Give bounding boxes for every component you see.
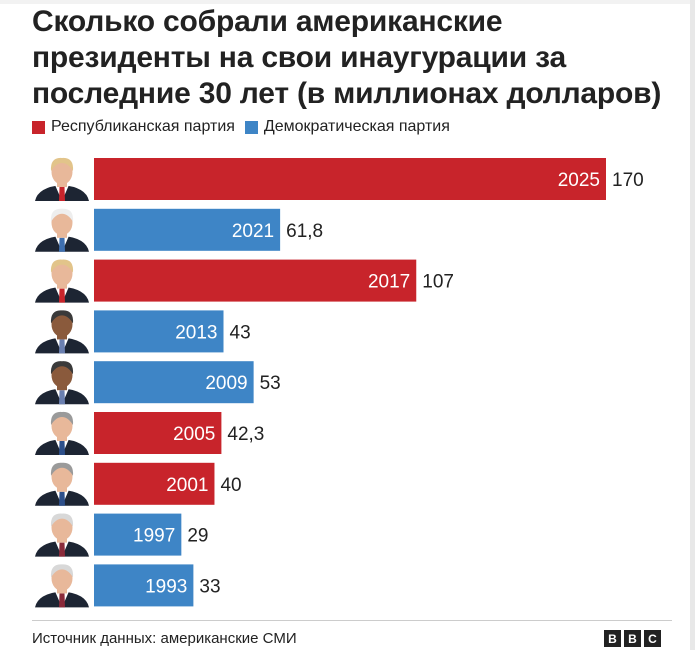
legend-item-democratic: Демократическая партия bbox=[244, 118, 450, 136]
bar-value-label-2017: 107 bbox=[422, 272, 454, 293]
bbc-logo-letter: C bbox=[644, 630, 661, 647]
bbc-logo-letter: B bbox=[604, 630, 621, 647]
legend-label-democratic: Демократическая партия bbox=[263, 118, 450, 135]
obama-portrait-2013 bbox=[35, 310, 89, 354]
bar-2009 bbox=[94, 361, 254, 404]
bar-2025 bbox=[94, 158, 606, 200]
clinton-portrait-1997 bbox=[35, 513, 89, 557]
trump-portrait-2025 bbox=[35, 157, 89, 201]
bar-year-label-1993: 1993 bbox=[145, 576, 187, 597]
right-border bbox=[690, 0, 695, 650]
bar-value-label-2005: 42,3 bbox=[227, 424, 264, 445]
bar-2005 bbox=[94, 412, 222, 454]
bar-value-label-1993: 33 bbox=[199, 576, 220, 597]
bar-2013 bbox=[94, 310, 224, 353]
bar-year-label-2013: 2013 bbox=[175, 322, 217, 343]
bar-1993 bbox=[94, 564, 194, 607]
bar-1997 bbox=[94, 513, 182, 556]
bar-value-label-2013: 43 bbox=[230, 322, 251, 343]
bar-2001 bbox=[94, 462, 215, 505]
legend: Республиканская партия Демократическая п… bbox=[32, 118, 460, 136]
trump-portrait-2017 bbox=[35, 259, 89, 303]
chart-title: Сколько собрали американские президенты … bbox=[32, 5, 662, 110]
bar-year-label-1997: 1997 bbox=[133, 526, 175, 547]
bush-portrait-2001 bbox=[35, 462, 89, 506]
legend-item-republican: Республиканская партия bbox=[32, 118, 235, 136]
bar-year-label-2017: 2017 bbox=[368, 272, 410, 293]
bush-portrait-2005 bbox=[35, 411, 89, 455]
bar-value-label-2021: 61,8 bbox=[286, 221, 323, 242]
bar-year-label-2009: 2009 bbox=[205, 373, 247, 394]
legend-label-republican: Республиканская партия bbox=[51, 118, 235, 135]
footer-divider bbox=[32, 620, 672, 621]
biden-portrait-2021 bbox=[35, 208, 89, 252]
top-border bbox=[0, 0, 695, 4]
clinton-portrait-1993 bbox=[35, 564, 89, 608]
obama-portrait-2009 bbox=[35, 361, 89, 405]
legend-swatch-republican bbox=[32, 120, 45, 134]
bar-2017 bbox=[94, 259, 417, 302]
bar-value-label-2009: 53 bbox=[260, 373, 281, 394]
bbc-logo-letter: B bbox=[624, 630, 641, 647]
bar-year-label-2001: 2001 bbox=[166, 475, 208, 496]
bar-year-label-2021: 2021 bbox=[232, 221, 274, 242]
bar-value-label-2025: 170 bbox=[612, 170, 644, 191]
bar-year-label-2005: 2005 bbox=[173, 424, 215, 445]
legend-swatch-democratic bbox=[244, 120, 258, 134]
bbc-logo: B B C bbox=[601, 630, 661, 647]
bar-value-label-2001: 40 bbox=[220, 475, 241, 496]
source-note: Источник данных: американские СМИ bbox=[32, 630, 297, 647]
bar-value-label-1997: 29 bbox=[187, 526, 208, 547]
bar-year-label-2025: 2025 bbox=[558, 170, 600, 191]
bar-2021 bbox=[94, 208, 281, 251]
bar-chart: 2025 170 2021 61,8 2017 107 2013 43 2009 53 2005 42… bbox=[35, 157, 644, 608]
